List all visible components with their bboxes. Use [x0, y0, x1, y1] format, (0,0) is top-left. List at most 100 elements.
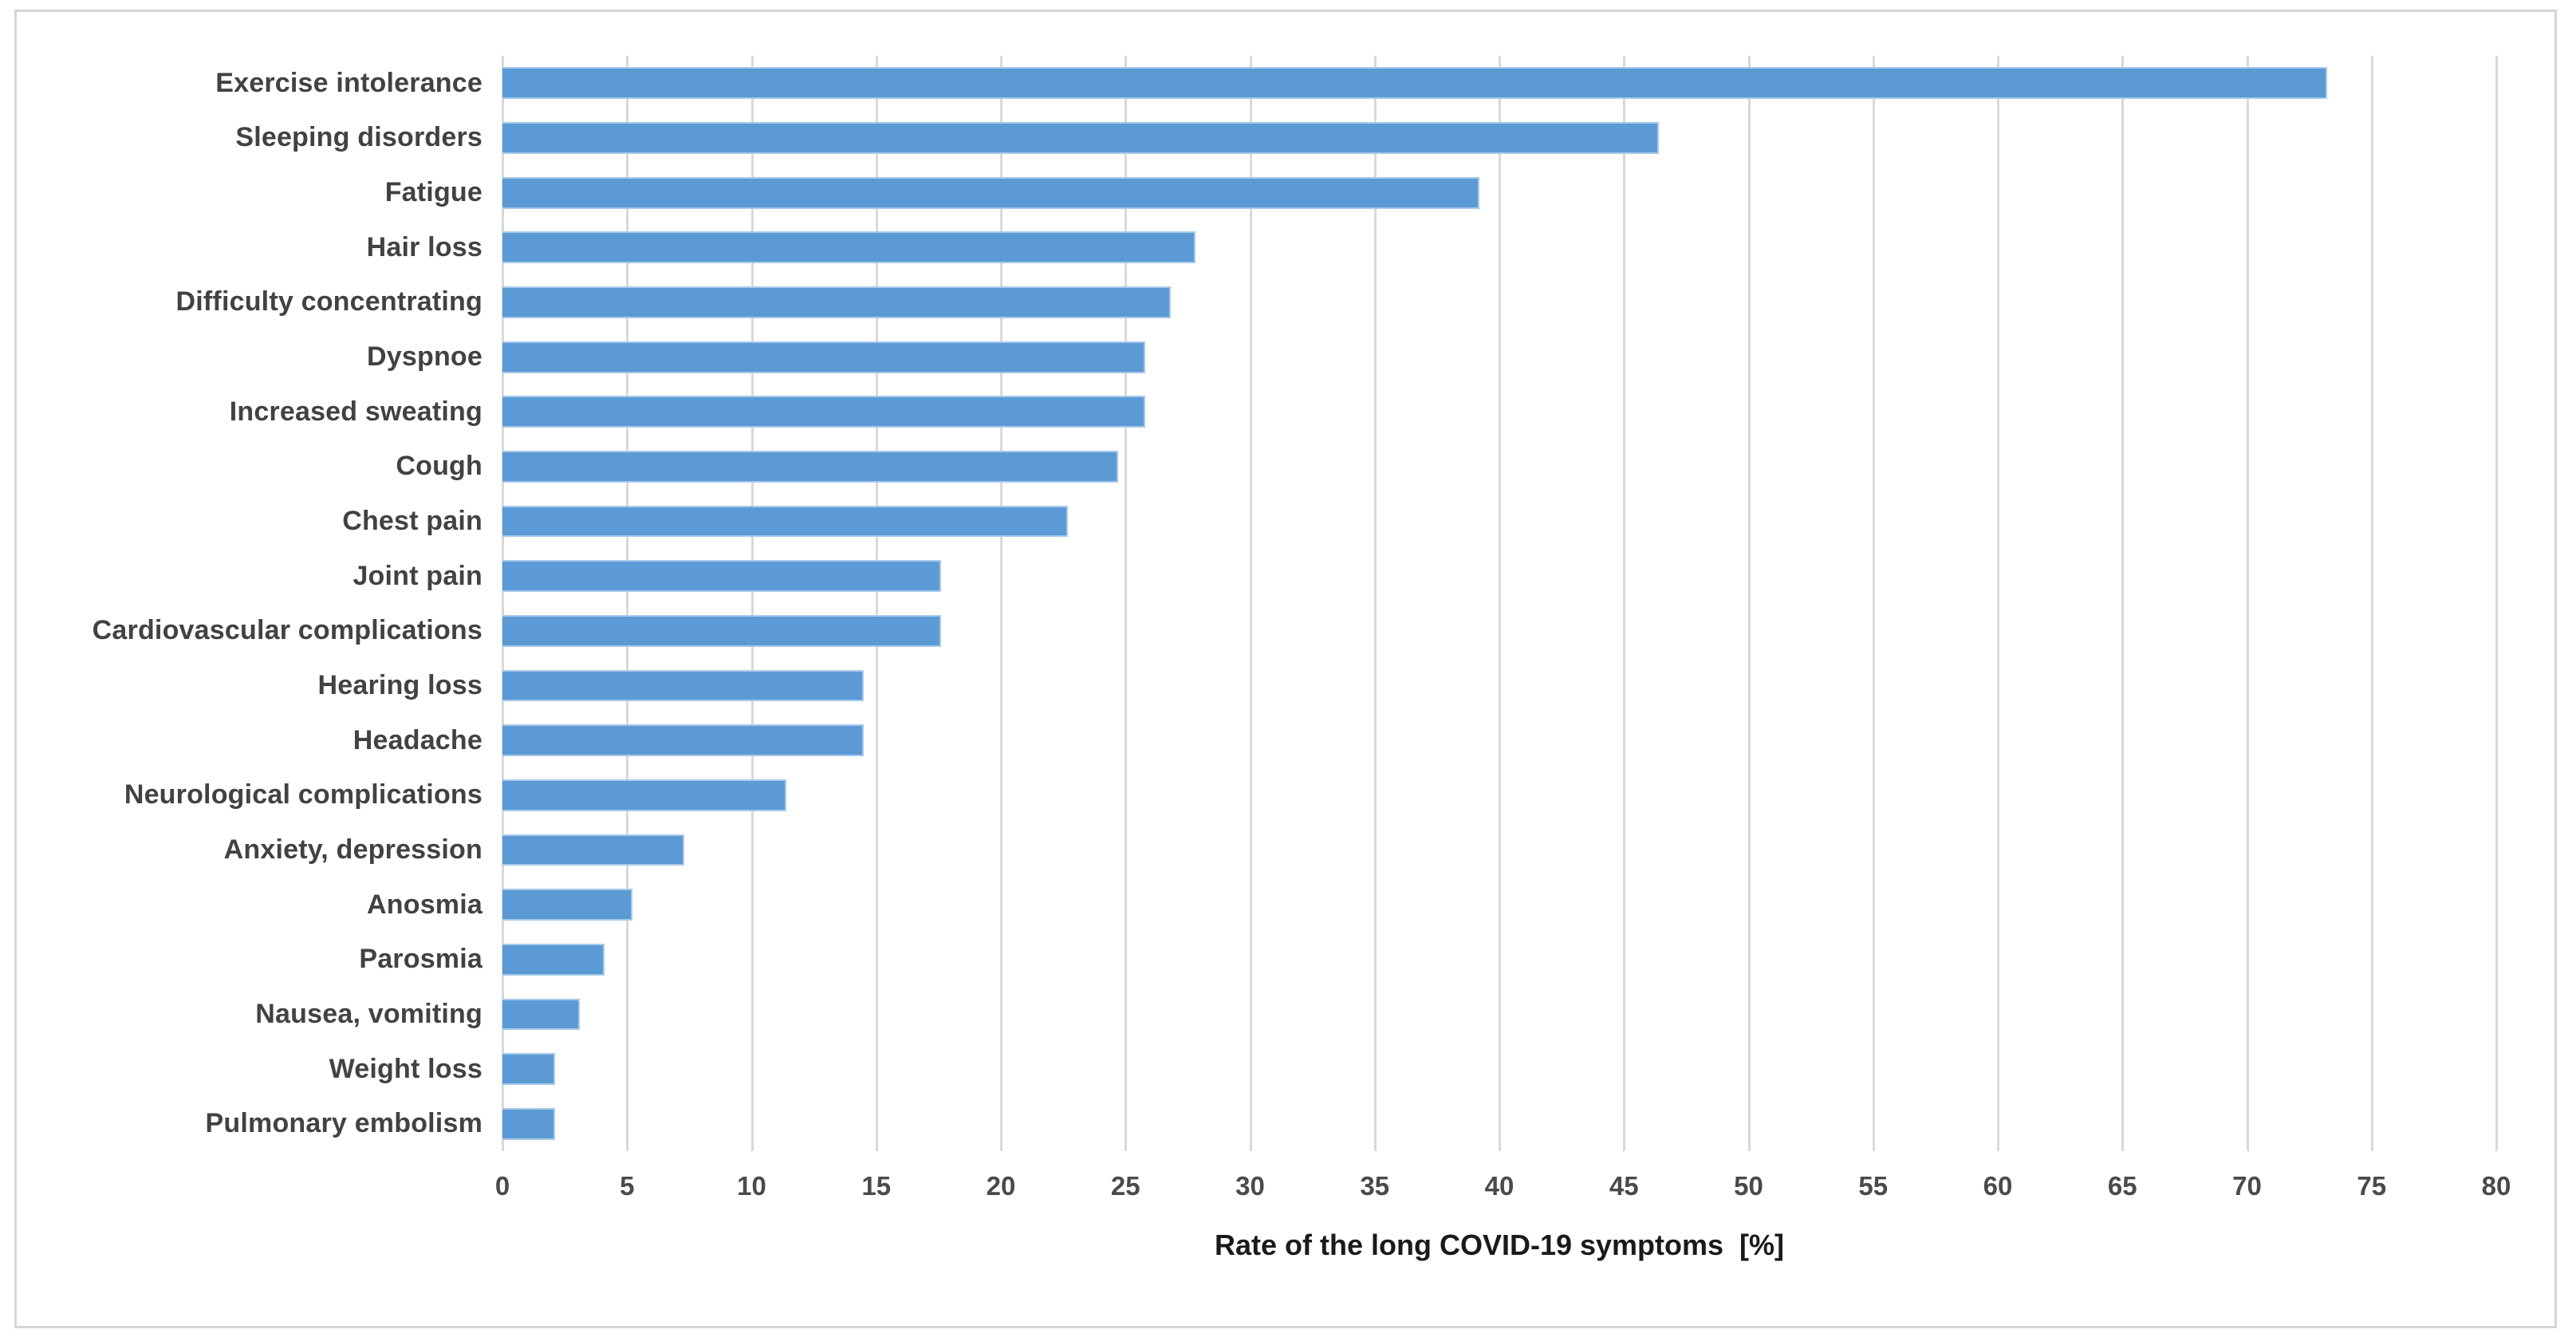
bar [502, 67, 2327, 100]
category-label: Nausea, vomiting [255, 998, 483, 1029]
bar [502, 122, 1659, 154]
bar-row [502, 987, 2496, 1042]
gridline-45 [1623, 56, 1626, 1151]
gridline-65 [2121, 56, 2125, 1151]
bar-row [502, 658, 2496, 713]
category-label: Dyspnoe [367, 341, 483, 373]
bar [502, 341, 1146, 373]
bar-row [502, 165, 2496, 220]
category-label: Difficulty concentrating [175, 286, 483, 318]
bar-row [502, 1042, 2496, 1097]
bar-row [502, 56, 2496, 111]
bar [502, 724, 865, 757]
value-axis-tick-labels: 0 5 10 15 20 25 30 35 40 45 50 55 60 65 70 75 80 [495, 1171, 2511, 1214]
category-label: Joint pain [353, 560, 483, 591]
category-label: Hearing loss [317, 670, 483, 701]
gridline-70 [2246, 56, 2249, 1151]
x-tick-label: 20 [986, 1171, 1016, 1201]
category-label: Weight loss [329, 1053, 483, 1084]
bar [502, 451, 1118, 483]
gridline-20 [1000, 56, 1002, 1151]
x-tick-label: 60 [1983, 1171, 2013, 1201]
gridline-60 [1997, 56, 1999, 1151]
category-label: Headache [353, 724, 483, 755]
bar-row [502, 111, 2496, 166]
bar-row [502, 768, 2496, 823]
category-label: Neurological complications [124, 779, 483, 811]
gridline-5 [626, 56, 629, 1151]
bar-row [502, 220, 2496, 275]
bar [502, 396, 1146, 428]
x-axis-title: Rate of the long COVID-19 symptoms [%] [1214, 1229, 1785, 1261]
bar-row [502, 549, 2496, 604]
bar-series [502, 56, 2496, 1151]
bar-row [502, 1096, 2496, 1151]
x-tick-label: 35 [1360, 1171, 1390, 1201]
gridline-25 [1125, 56, 1128, 1151]
x-tick-label: 15 [861, 1171, 892, 1201]
category-label: Anosmia [367, 889, 483, 920]
bar [502, 614, 941, 647]
x-tick-label: 40 [1484, 1171, 1514, 1201]
x-tick-label: 80 [2481, 1171, 2511, 1201]
bar-row [502, 385, 2496, 440]
x-tick-label: 0 [494, 1171, 510, 1201]
gridline-0 [502, 56, 504, 1151]
x-tick-label: 70 [2232, 1171, 2262, 1201]
x-tick-label: 30 [1235, 1171, 1265, 1201]
category-label: Fatigue [384, 177, 483, 208]
gridline-15 [875, 56, 878, 1151]
x-tick-label: 75 [2357, 1171, 2387, 1201]
x-tick-label: 55 [1858, 1171, 1889, 1201]
bar [502, 1107, 555, 1140]
chart-frame [14, 10, 2557, 1328]
gridline-75 [2370, 56, 2373, 1151]
category-label: Sleeping disorders [235, 122, 483, 153]
bar [502, 943, 605, 976]
category-label: Cardiovascular complications [92, 615, 483, 646]
bar-row [502, 329, 2496, 385]
bar-row [502, 604, 2496, 659]
x-tick-label: 65 [2107, 1171, 2137, 1201]
bar [502, 998, 580, 1031]
bar-row [502, 878, 2496, 933]
x-tick-label: 45 [1609, 1171, 1639, 1201]
gridline-40 [1499, 56, 1501, 1151]
bar-row [502, 275, 2496, 330]
bar-row [502, 822, 2496, 878]
bar-row [502, 494, 2496, 549]
bar [502, 669, 865, 702]
category-label: Exercise intolerance [215, 67, 483, 98]
bar-row [502, 713, 2496, 768]
bar [502, 560, 941, 593]
category-label: Anxiety, depression [223, 834, 483, 866]
category-axis-labels: Exercise intolerance Sleeping disorders Fa… [32, 56, 483, 1151]
plot-area [502, 56, 2498, 1151]
gridline-10 [750, 56, 754, 1151]
x-tick-label: 10 [737, 1171, 766, 1201]
bar [502, 176, 1479, 209]
bar [502, 505, 1069, 538]
category-label: Pulmonary embolism [205, 1108, 483, 1139]
gridline-50 [1747, 56, 1751, 1151]
x-tick-label: 50 [1734, 1171, 1763, 1201]
category-label: Hair loss [366, 231, 483, 262]
category-label: Parosmia [359, 944, 483, 975]
x-tick-label: 5 [620, 1171, 635, 1201]
gridline-30 [1249, 56, 1252, 1151]
bar [502, 231, 1195, 264]
bar [502, 1053, 555, 1086]
gridline-80 [2495, 56, 2498, 1151]
category-label: Increased sweating [229, 396, 483, 427]
bar [502, 779, 787, 811]
gridline-55 [1872, 56, 1875, 1151]
gridline-35 [1373, 56, 1377, 1151]
bar [502, 834, 685, 866]
bar [502, 286, 1171, 318]
bar-row [502, 440, 2496, 495]
x-tick-label: 25 [1110, 1171, 1140, 1201]
bar [502, 889, 632, 921]
category-label: Cough [396, 451, 483, 482]
category-label: Chest pain [342, 506, 483, 537]
